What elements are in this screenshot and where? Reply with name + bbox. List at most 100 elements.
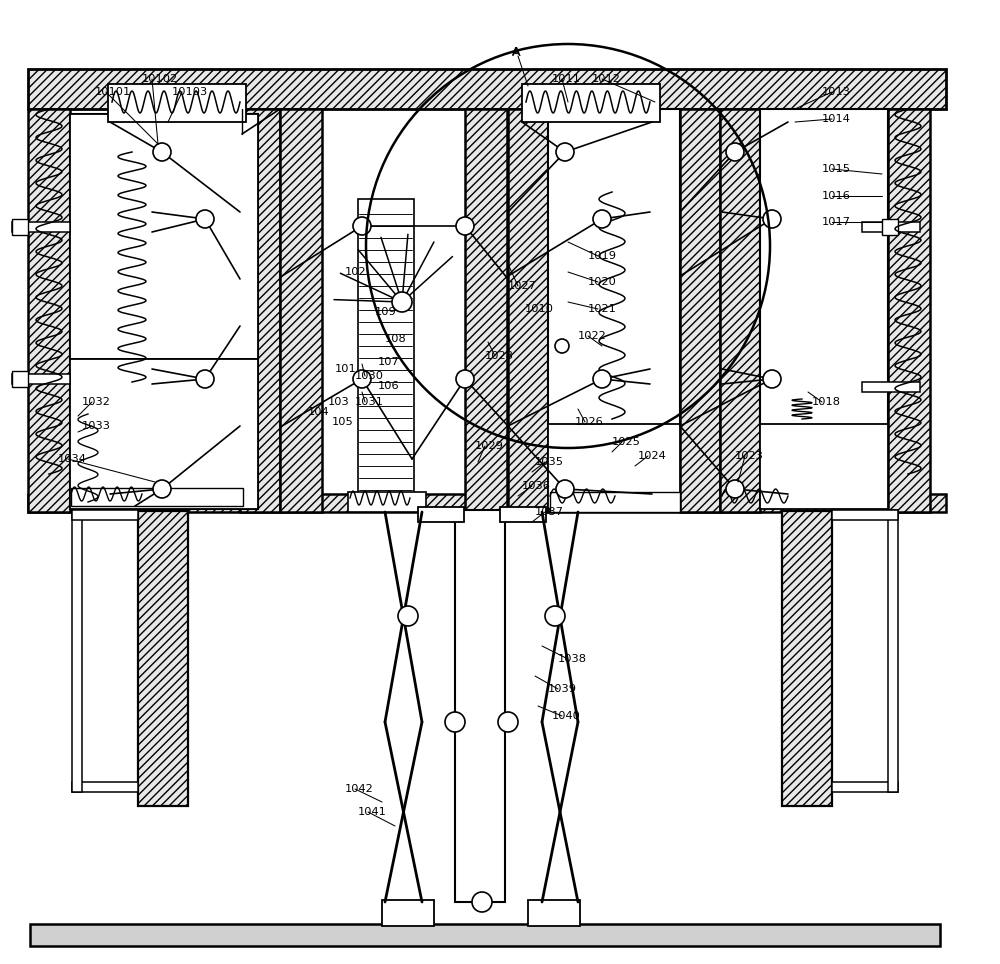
Text: 1025: 1025 xyxy=(612,437,641,447)
Circle shape xyxy=(556,143,574,161)
Bar xyxy=(12,219,28,235)
Text: 102: 102 xyxy=(345,267,367,277)
Circle shape xyxy=(763,210,781,228)
Circle shape xyxy=(545,606,565,626)
Text: 1010: 1010 xyxy=(525,304,554,314)
Text: 1028: 1028 xyxy=(485,351,514,361)
Bar xyxy=(28,69,946,109)
Text: 1026: 1026 xyxy=(575,417,604,427)
Circle shape xyxy=(456,217,474,235)
Circle shape xyxy=(456,370,474,388)
Text: 1018: 1018 xyxy=(812,397,841,407)
Bar xyxy=(782,511,832,806)
Bar xyxy=(12,222,70,232)
Text: 1035: 1035 xyxy=(535,457,564,467)
Bar xyxy=(280,109,322,512)
Bar xyxy=(720,109,760,512)
Circle shape xyxy=(398,606,418,626)
Text: 107: 107 xyxy=(378,357,400,367)
Text: 1039: 1039 xyxy=(548,684,577,694)
Text: 1019: 1019 xyxy=(588,251,617,261)
Bar xyxy=(548,109,680,426)
Bar xyxy=(888,109,930,512)
Circle shape xyxy=(726,480,744,498)
Text: 1034: 1034 xyxy=(58,454,87,464)
Text: 1029: 1029 xyxy=(475,441,504,451)
Text: 1036: 1036 xyxy=(522,481,551,491)
Text: 109: 109 xyxy=(375,307,397,317)
Text: 10102: 10102 xyxy=(142,74,178,84)
Circle shape xyxy=(472,892,492,912)
Text: 1027: 1027 xyxy=(508,281,537,291)
Circle shape xyxy=(196,210,214,228)
Circle shape xyxy=(353,217,371,235)
Text: 1024: 1024 xyxy=(638,451,667,461)
Circle shape xyxy=(593,210,611,228)
Bar xyxy=(348,492,426,512)
Text: 1032: 1032 xyxy=(82,397,111,407)
Bar xyxy=(108,84,246,122)
Text: 1040: 1040 xyxy=(552,711,581,721)
Bar xyxy=(680,109,720,512)
Circle shape xyxy=(498,712,518,732)
Circle shape xyxy=(153,143,171,161)
Bar xyxy=(832,510,898,520)
Text: 1017: 1017 xyxy=(822,217,851,227)
Bar xyxy=(28,109,70,512)
Circle shape xyxy=(763,370,781,388)
Text: 1014: 1014 xyxy=(822,114,851,124)
Circle shape xyxy=(196,370,214,388)
Text: 1042: 1042 xyxy=(345,784,374,794)
Text: 105: 105 xyxy=(332,417,354,427)
Text: 1012: 1012 xyxy=(592,74,621,84)
Text: 1022: 1022 xyxy=(578,331,607,341)
Bar xyxy=(70,114,258,509)
Bar xyxy=(760,424,888,509)
Bar xyxy=(548,424,680,509)
Bar xyxy=(500,507,546,522)
Bar xyxy=(12,374,70,384)
Circle shape xyxy=(555,339,569,353)
Bar xyxy=(882,219,898,235)
Text: 1033: 1033 xyxy=(82,421,111,431)
Text: 106: 106 xyxy=(378,381,400,391)
Bar xyxy=(12,371,28,387)
Bar xyxy=(455,510,505,902)
Text: 1016: 1016 xyxy=(822,191,851,201)
Text: A: A xyxy=(512,47,520,57)
Bar xyxy=(30,924,940,946)
Text: 1023: 1023 xyxy=(735,451,764,461)
Circle shape xyxy=(726,143,744,161)
Text: 1038: 1038 xyxy=(558,654,587,664)
Bar xyxy=(70,114,258,359)
Bar xyxy=(418,507,464,522)
Bar xyxy=(465,109,507,512)
Text: 1037: 1037 xyxy=(535,507,564,517)
Bar xyxy=(138,511,188,806)
Bar xyxy=(358,199,414,494)
Circle shape xyxy=(556,480,574,498)
Bar xyxy=(70,359,258,509)
Bar xyxy=(862,222,920,232)
Text: 1041: 1041 xyxy=(358,807,387,817)
Bar xyxy=(832,782,898,792)
Bar xyxy=(862,382,920,392)
Bar xyxy=(508,109,548,512)
Bar xyxy=(382,900,434,926)
Text: 1013: 1013 xyxy=(822,87,851,97)
Circle shape xyxy=(353,370,371,388)
Bar xyxy=(240,109,280,512)
Bar xyxy=(888,510,898,792)
Text: 104: 104 xyxy=(308,407,330,417)
Circle shape xyxy=(593,370,611,388)
Text: 1030: 1030 xyxy=(355,371,384,381)
Circle shape xyxy=(392,292,412,312)
Bar xyxy=(522,84,660,122)
Bar xyxy=(71,488,243,506)
Bar xyxy=(72,510,138,520)
Text: 10103: 10103 xyxy=(172,87,208,97)
Bar xyxy=(28,494,946,512)
Text: 108: 108 xyxy=(385,334,407,344)
Text: A: A xyxy=(512,45,521,59)
Text: 101: 101 xyxy=(335,364,357,374)
